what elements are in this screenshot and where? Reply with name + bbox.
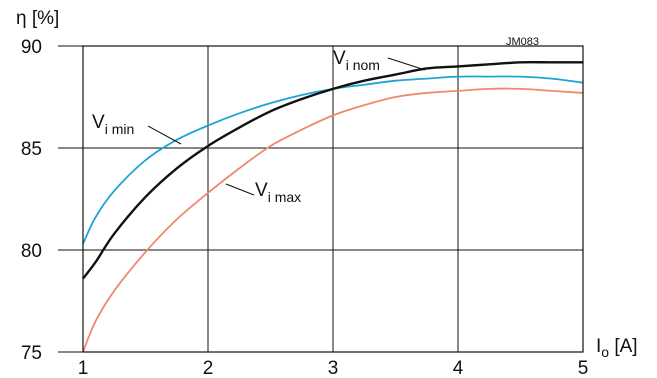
- series-label-vimax-sub: i max: [268, 189, 301, 205]
- x-tick-label: 4: [453, 358, 464, 378]
- leader-line-vimin: [147, 125, 182, 145]
- tick-labels: 1 2 3 4 5 75 80 85 90: [21, 37, 588, 378]
- plot-frame: [82, 45, 584, 353]
- series-label-vimin: Vi min: [92, 112, 134, 137]
- x-tick-label: 3: [328, 358, 339, 378]
- series-label-vimin-main: V: [92, 112, 105, 133]
- series-label-vinom: Vi nom: [333, 48, 380, 73]
- x-tick-label: 2: [203, 358, 214, 378]
- series-label-vinom-sub: i nom: [346, 57, 380, 73]
- series-label-vimin-sub: i min: [105, 121, 135, 137]
- leader-line-vinom: [387, 57, 426, 71]
- x-tick-label: 5: [578, 358, 589, 378]
- y-tick-label: 80: [21, 241, 42, 262]
- y-tick-label: 75: [21, 343, 42, 364]
- x-axis-label-unit: [A]: [609, 336, 638, 357]
- series-line-vimax: [82, 87, 584, 353]
- series-line-vinom: [82, 60, 584, 280]
- series-layer: [82, 60, 584, 353]
- y-tick-label: 85: [21, 139, 42, 160]
- series-label-vimax-main: V: [255, 180, 268, 201]
- figure-code-label: JM083: [506, 36, 539, 48]
- series-label-vinom-main: V: [333, 48, 346, 69]
- x-axis-label-main: I: [596, 336, 601, 357]
- y-tick-label: 90: [21, 37, 42, 58]
- series-label-vimax: Vi max: [255, 180, 301, 205]
- x-tick-label: 1: [78, 358, 89, 378]
- leader-line-vimax: [225, 183, 255, 196]
- series-line-vimin: [82, 75, 584, 245]
- x-axis-label-sub: o: [601, 344, 609, 360]
- x-axis-label: Io [A]: [596, 336, 638, 360]
- y-axis-label: η [%]: [16, 8, 59, 29]
